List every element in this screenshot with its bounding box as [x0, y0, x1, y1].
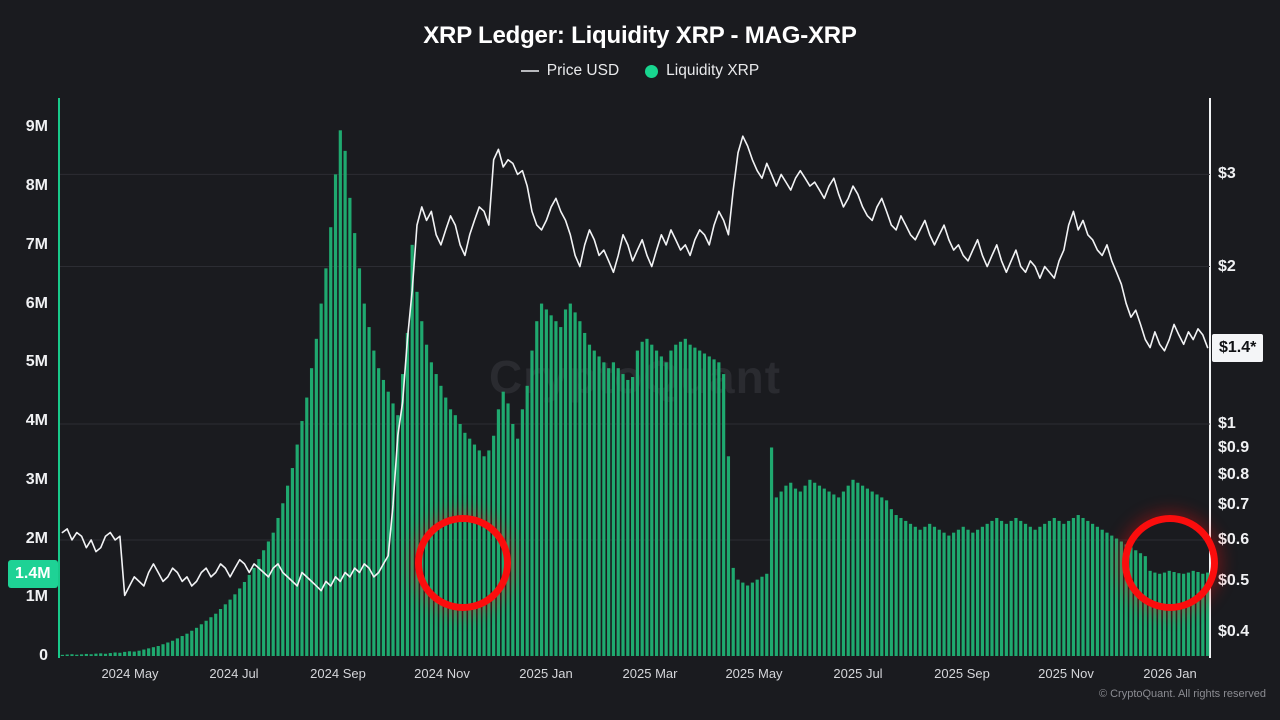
y-tick-right: $0.7 [1218, 495, 1250, 513]
y-tick-left: 8M [25, 177, 48, 195]
copyright-text: © CryptoQuant. All rights reserved [1098, 688, 1266, 700]
legend-item-liquidity[interactable]: Liquidity XRP [645, 62, 759, 80]
y-tick-left: 7M [25, 235, 48, 253]
y-tick-right: $0.5 [1218, 572, 1250, 590]
x-tick: 2025 Mar [622, 666, 678, 681]
bar-series-liquidity-xrp [60, 130, 1210, 656]
y-tick-right: $2 [1218, 257, 1236, 275]
x-tick: 2024 May [101, 666, 159, 681]
y-axis-left-line [58, 98, 60, 658]
y-tick-left: 9M [25, 118, 48, 136]
y-tick-left: 6M [25, 294, 48, 312]
x-tick: 2026 Jan [1143, 666, 1197, 681]
y-tick-right: $0.4 [1218, 623, 1250, 641]
x-tick: 2025 Jul [833, 666, 883, 681]
y-tick-left: 1M [25, 588, 48, 606]
line-marker-icon [520, 70, 539, 72]
chart-canvas [60, 130, 1210, 656]
y-tick-left: 5M [25, 353, 48, 371]
y-tick-left: 4M [25, 412, 48, 430]
current-liquidity-badge: 1.4M [8, 559, 58, 588]
line-series-price-usd [61, 135, 1209, 597]
x-tick: 2024 Sep [310, 666, 366, 681]
x-tick: 2024 Nov [414, 666, 470, 681]
y-tick-left: 0 [39, 647, 48, 664]
x-tick: 2025 Nov [1038, 666, 1094, 681]
y-axis-right-line [1209, 98, 1211, 658]
y-tick-right: $1 [1218, 414, 1236, 432]
legend-label-price: Price USD [546, 62, 620, 79]
y-tick-left: 3M [25, 470, 48, 488]
y-tick-right: $3 [1218, 165, 1236, 183]
current-price-badge: $1.4* [1212, 333, 1264, 362]
y-tick-right: $0.9 [1218, 438, 1250, 456]
y-tick-left: 2M [25, 529, 48, 547]
legend-item-price[interactable]: Price USD [520, 62, 620, 80]
legend-label-liquidity: Liquidity XRP [666, 62, 760, 79]
y-tick-right: $0.8 [1218, 465, 1250, 483]
x-tick: 2025 Jan [519, 666, 573, 681]
y-tick-right: $0.6 [1218, 530, 1250, 548]
circle-marker-icon [645, 64, 659, 78]
chart-legend: Price USD Liquidity XRP [0, 62, 1280, 80]
x-tick: 2024 Jul [209, 666, 259, 681]
x-tick: 2025 Sep [934, 666, 990, 681]
x-tick: 2025 May [725, 666, 783, 681]
plot-area[interactable]: CryptoQuant [60, 98, 1210, 656]
page-title: XRP Ledger: Liquidity XRP - MAG-XRP [423, 22, 857, 49]
